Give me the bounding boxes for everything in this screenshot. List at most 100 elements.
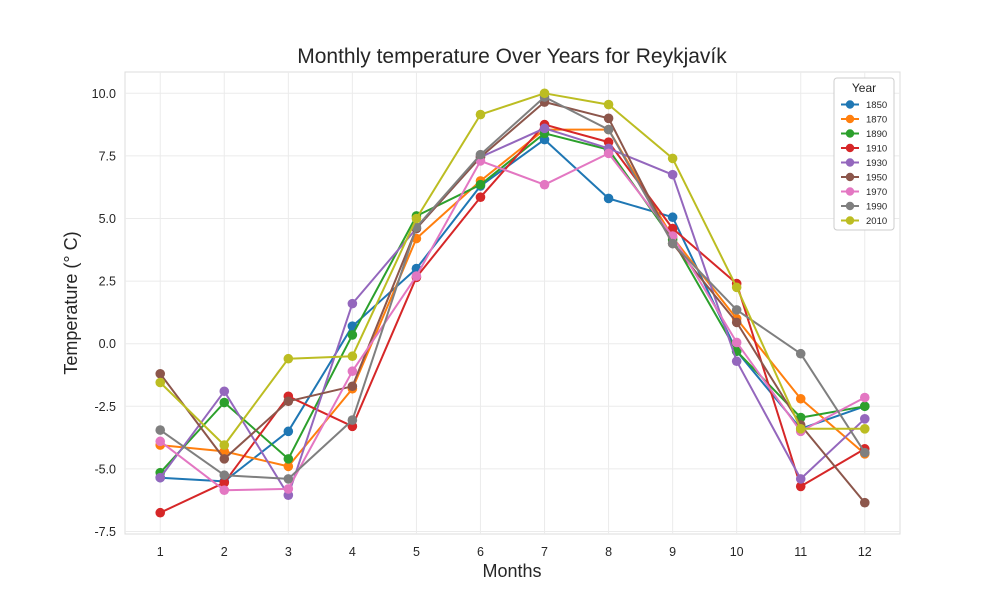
- legend-marker: [845, 143, 855, 153]
- legend-label: 1990: [866, 202, 887, 213]
- data-point: [475, 192, 486, 203]
- x-tick-labels: 1 2 3 4 5 6 7 8 9 10 11 12: [157, 545, 872, 559]
- data-point: [859, 414, 870, 424]
- x-tick-label: 5: [413, 545, 420, 559]
- data-point: [155, 436, 166, 447]
- data-point: [603, 148, 614, 159]
- data-point: [859, 392, 870, 403]
- data-point: [731, 305, 742, 315]
- data-point: [539, 179, 550, 190]
- legend-label: 2010: [866, 216, 887, 227]
- data-point: [283, 353, 294, 364]
- data-point: [219, 386, 230, 397]
- legend-marker: [845, 129, 855, 138]
- legend: Year 1850 1870 1890 1910 1930 1950 1970 1990 201…: [833, 77, 895, 231]
- data-point: [411, 213, 422, 224]
- series-line-1970: [159, 152, 866, 492]
- legend-marker: [845, 114, 855, 124]
- legend-marker: [845, 158, 855, 167]
- x-tick-label: 4: [349, 545, 356, 559]
- data-point: [667, 169, 678, 180]
- y-tick-label: 5.0: [99, 212, 116, 226]
- legend-label: 1870: [866, 115, 887, 126]
- legend-marker: [845, 201, 855, 211]
- y-tick-label: -7.5: [94, 525, 116, 539]
- data-point: [795, 348, 806, 359]
- data-point: [283, 396, 294, 407]
- data-point: [731, 282, 742, 293]
- y-axis-label: Temperature (° C): [61, 231, 81, 374]
- data-point: [475, 149, 486, 160]
- data-point: [283, 474, 294, 484]
- data-point: [539, 88, 550, 99]
- data-point: [859, 447, 870, 458]
- chart-title: Monthly temperature Over Years for Reykj…: [297, 45, 727, 68]
- data-point: [283, 484, 294, 494]
- x-tick-label: 2: [221, 545, 228, 559]
- x-tick-label: 7: [541, 545, 548, 559]
- data-point: [475, 109, 486, 120]
- series-line-1870: [160, 128, 866, 468]
- data-point: [155, 507, 166, 518]
- y-tick-label: -2.5: [94, 400, 116, 414]
- data-point: [795, 474, 806, 484]
- legend-marker: [845, 172, 855, 182]
- data-point: [155, 425, 166, 435]
- data-point: [603, 124, 614, 135]
- series-2010: [155, 88, 870, 450]
- data-point: [283, 454, 294, 464]
- data-point: [667, 238, 678, 249]
- data-point: [603, 99, 614, 110]
- data-point: [347, 330, 358, 340]
- data-point: [603, 193, 614, 204]
- data-point: [347, 366, 358, 377]
- data-point: [219, 454, 230, 464]
- series-line-1990: [159, 96, 866, 480]
- legend-title: Year: [852, 81, 876, 95]
- data-point: [731, 356, 742, 367]
- legend-label: 1850: [866, 100, 887, 111]
- series-layer: [155, 88, 870, 518]
- data-point: [219, 397, 230, 408]
- legend-marker: [845, 187, 855, 196]
- data-point: [219, 485, 230, 495]
- x-tick-label: 12: [858, 545, 872, 559]
- y-tick-label: -5.0: [94, 462, 116, 476]
- plot-area: [124, 71, 901, 535]
- series-line-2010: [159, 92, 865, 447]
- x-tick-label: 1: [157, 545, 164, 559]
- data-point: [347, 415, 358, 425]
- y-tick-label: 2.5: [99, 275, 116, 289]
- data-point: [795, 424, 806, 434]
- data-point: [219, 477, 230, 488]
- data-point: [347, 298, 358, 309]
- x-tick-label: 11: [794, 545, 807, 559]
- x-tick-label: 3: [285, 545, 292, 559]
- legend-marker: [845, 100, 855, 109]
- data-point: [795, 393, 806, 404]
- y-tick-labels: -7.5 -5.0 -2.5 0.0 2.5 5.0 7.5 10.0: [92, 87, 116, 539]
- legend-label: 1890: [866, 129, 887, 140]
- legend-items: 1850 1870 1890 1910 1930 1950 1970 1990 2010: [841, 100, 887, 227]
- legend-label: 1970: [866, 187, 887, 198]
- data-point: [731, 317, 742, 328]
- y-tick-label: 0.0: [99, 337, 116, 351]
- series-line-1950: [159, 101, 866, 504]
- data-point: [667, 212, 678, 223]
- data-point: [219, 470, 230, 480]
- x-tick-label: 6: [477, 545, 484, 559]
- x-tick-label: 8: [605, 545, 612, 559]
- x-axis-label: Months: [482, 561, 541, 581]
- data-point: [731, 337, 742, 348]
- data-point: [859, 424, 870, 434]
- data-point: [155, 368, 166, 379]
- y-tick-label: 10.0: [92, 87, 116, 101]
- series-line-1850: [160, 138, 866, 483]
- data-point: [539, 123, 550, 134]
- data-point: [667, 153, 678, 164]
- x-tick-label: 10: [730, 545, 744, 559]
- legend-label: 1910: [866, 144, 887, 155]
- data-point: [667, 223, 678, 234]
